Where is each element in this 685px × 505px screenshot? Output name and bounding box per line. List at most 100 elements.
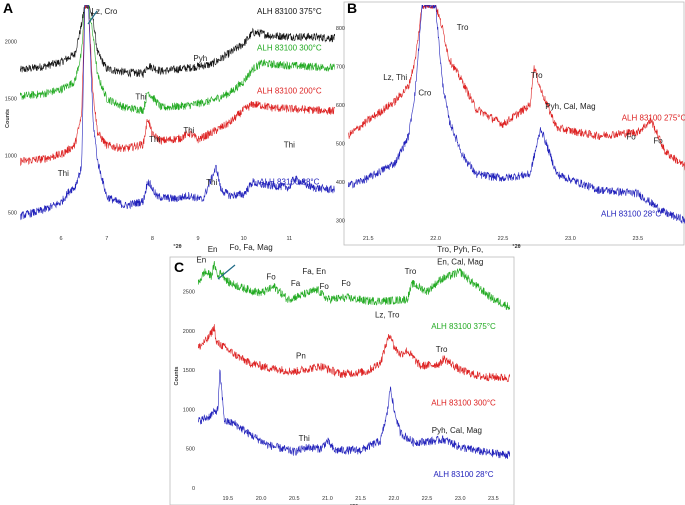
peak-annotation: Fo xyxy=(341,279,351,288)
peak-annotation: En, Cal, Mag xyxy=(437,258,483,267)
peak-annotation: Cro xyxy=(418,88,431,97)
peak-annotation: Thi xyxy=(58,169,69,178)
series-label: ALH 83100 375°C xyxy=(257,7,322,16)
annotation-leader-line xyxy=(217,264,236,280)
peak-annotation: Thi xyxy=(299,434,310,443)
x-tick-label: 11 xyxy=(286,236,292,242)
annotation-leader-line xyxy=(87,10,98,25)
panel-letter: A xyxy=(3,0,13,16)
y-tick-label: 700 xyxy=(336,65,345,71)
x-tick-label: 19.5 xyxy=(223,496,234,502)
y-tick-label: 600 xyxy=(336,103,345,109)
peak-annotation: Tro xyxy=(531,71,543,80)
peak-annotation: Thi xyxy=(206,178,217,187)
peak-annotation: Pyh xyxy=(193,54,207,63)
y-tick-label: 2000 xyxy=(5,40,17,46)
series-label: ALH 83100 28°C xyxy=(259,178,319,187)
peak-annotation: Thi xyxy=(284,141,295,150)
y-tick-label: 1000 xyxy=(183,407,195,413)
x-tick-label: 23.5 xyxy=(488,496,499,502)
x-tick-label: 21.5 xyxy=(363,236,374,242)
peak-annotation: Lz, Cro xyxy=(92,7,118,16)
series-line-blue xyxy=(348,5,685,224)
series-label: ALH 83100 300°C xyxy=(431,398,496,407)
x-tick-label: 23.0 xyxy=(565,236,576,242)
y-tick-label: 1500 xyxy=(183,368,195,374)
series-label: ALH 83100 275°C xyxy=(622,113,685,122)
y-tick-label: 1500 xyxy=(5,97,17,103)
peak-annotation: Fo xyxy=(266,273,276,282)
peak-annotation: Tro, Pyh, Fo, xyxy=(437,245,483,254)
peak-annotation: Tro xyxy=(436,345,448,354)
peak-annotation: Tro xyxy=(405,267,417,276)
series-label: ALH 83100 200°C xyxy=(257,86,322,95)
y-tick-label: 400 xyxy=(336,180,345,186)
panel-letter: C xyxy=(174,259,184,275)
x-tick-label: 22.5 xyxy=(498,236,509,242)
y-tick-label: 2500 xyxy=(183,289,195,295)
x-tick-label: 7 xyxy=(105,236,108,242)
series-line-red xyxy=(198,324,510,383)
peak-annotation: Thi xyxy=(135,93,146,102)
series-line-black xyxy=(20,5,335,78)
series-line-green xyxy=(198,261,510,310)
peak-annotation: Fo xyxy=(319,282,329,291)
panel-B: B 21.5 22.0 22.5 23.0 23.5 300 400 500 600 700 800 °… xyxy=(336,0,685,250)
peak-annotation: Fa, En xyxy=(302,267,326,276)
x-tick-label: 6 xyxy=(60,236,63,242)
peak-annotation: Lz, Thi xyxy=(383,73,407,82)
x-axis-label: °2θ xyxy=(173,244,181,250)
x-tick-label: 10 xyxy=(241,236,247,242)
peak-annotation: Pyh, Cal, Mag xyxy=(545,102,595,111)
peak-annotation: Tro xyxy=(457,23,469,32)
y-tick-label: 1000 xyxy=(5,154,17,160)
x-tick-label: 22.0 xyxy=(430,236,441,242)
y-tick-label: 500 xyxy=(8,211,17,217)
panel-B-frame xyxy=(343,1,685,246)
x-tick-label: 22.0 xyxy=(388,496,399,502)
series-line-green xyxy=(20,5,335,114)
series-label: ALH 83100 28°C xyxy=(601,210,661,219)
y-tick-label: 800 xyxy=(336,26,345,32)
peak-annotation: Thi xyxy=(183,126,194,135)
x-tick-label: 21.5 xyxy=(355,496,366,502)
peak-annotation: En xyxy=(196,255,206,264)
peak-annotation: Pn xyxy=(296,351,306,360)
x-tick-label: 21.0 xyxy=(322,496,333,502)
peak-annotation: Lz, Tro xyxy=(375,310,400,319)
panel-A: A 6 7 8 9 10 11 500 1000 1500 2000 °2θ Counts ALH 831… xyxy=(3,0,335,250)
x-tick-label: 23.5 xyxy=(632,236,643,242)
peak-annotation: Thi xyxy=(149,135,160,144)
y-tick-label: 300 xyxy=(336,218,345,224)
series-label: ALH 83100 28°C xyxy=(433,470,493,479)
x-axis-label: °2θ xyxy=(512,244,520,250)
series-label: ALH 83100 375°C xyxy=(431,322,496,331)
panel-C-frame xyxy=(169,256,515,505)
y-tick-label: 0 xyxy=(192,486,195,492)
series-line-blue xyxy=(198,368,510,459)
panel-letter: B xyxy=(347,0,357,16)
y-axis-label: Counts xyxy=(5,109,11,128)
series-line-blue xyxy=(20,5,335,221)
x-tick-label: 23.0 xyxy=(455,496,466,502)
peak-annotation: Fo xyxy=(626,133,636,142)
series-label: ALH 83100 300°C xyxy=(257,44,322,53)
y-axis-label: Counts xyxy=(174,367,180,386)
series-line-red xyxy=(348,5,685,171)
x-tick-label: 22.5 xyxy=(422,496,433,502)
y-tick-label: 500 xyxy=(336,142,345,148)
x-tick-label: 20.5 xyxy=(289,496,300,502)
panel-C: C 19.5 20.0 20.5 21.0 21.5 22.0 22.5 23.0 23.5 0 50… xyxy=(169,243,515,505)
series-line-red xyxy=(20,5,335,167)
peak-annotation: En xyxy=(208,245,218,254)
x-tick-label: 9 xyxy=(197,236,200,242)
peak-annotation: Fa xyxy=(291,279,301,288)
x-tick-label: 8 xyxy=(151,236,154,242)
peak-annotation: Fo xyxy=(653,137,663,146)
y-tick-label: 2000 xyxy=(183,329,195,335)
x-tick-label: 20.0 xyxy=(256,496,267,502)
y-tick-label: 500 xyxy=(186,447,195,453)
peak-annotation: Pyh, Cal, Mag xyxy=(432,426,482,435)
peak-annotation: Fo, Fa, Mag xyxy=(230,243,273,252)
